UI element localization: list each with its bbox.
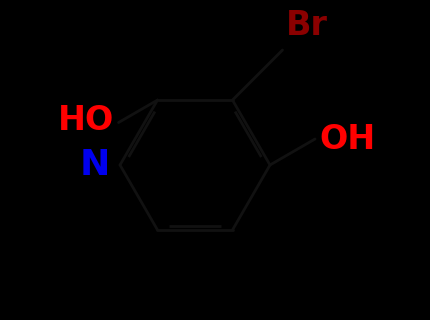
Text: HO: HO [58,104,114,137]
Text: N: N [80,148,110,182]
Text: OH: OH [319,123,375,156]
Text: Br: Br [286,9,327,42]
